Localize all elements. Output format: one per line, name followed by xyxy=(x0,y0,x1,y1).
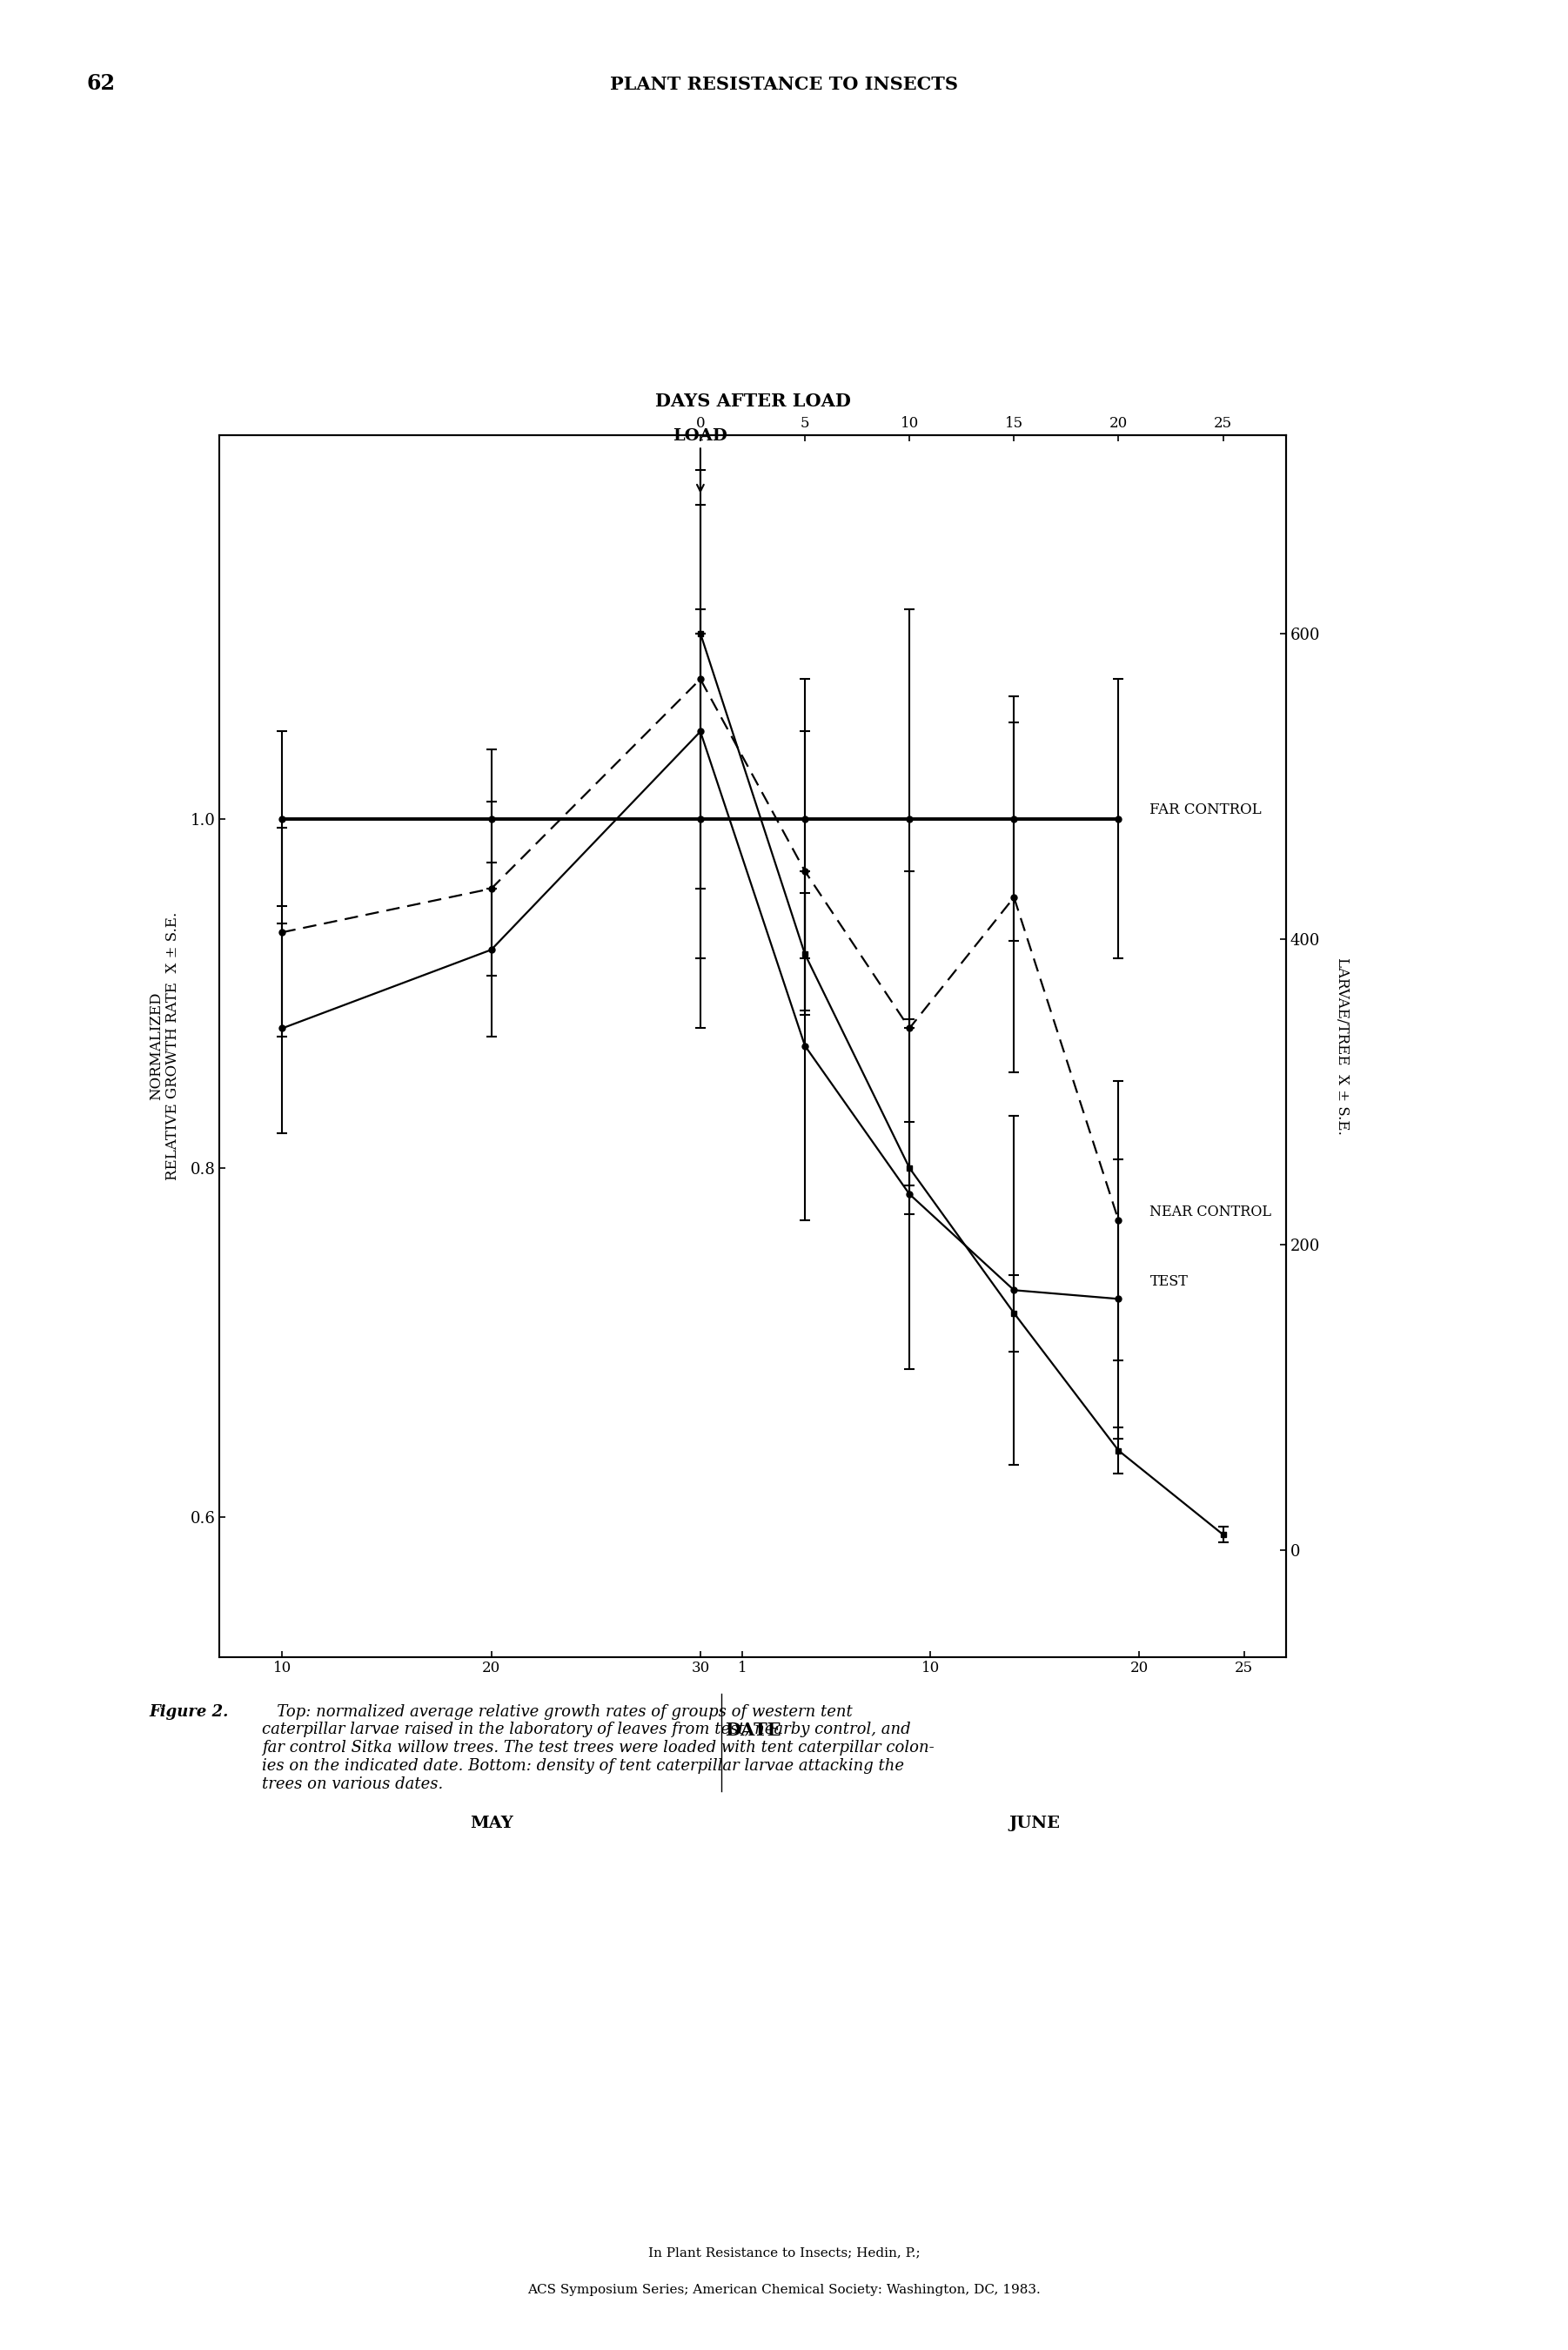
Y-axis label: NORMALIZED
RELATIVE GROWTH RATE  X ± S.E.: NORMALIZED RELATIVE GROWTH RATE X ± S.E. xyxy=(149,912,180,1180)
Text: FAR CONTROL: FAR CONTROL xyxy=(1149,804,1262,818)
Text: Figure 2.: Figure 2. xyxy=(149,1704,229,1720)
X-axis label: DAYS AFTER LOAD: DAYS AFTER LOAD xyxy=(655,392,850,409)
Text: NEAR CONTROL: NEAR CONTROL xyxy=(1149,1203,1272,1220)
Text: MAY: MAY xyxy=(470,1817,513,1831)
Text: ACS Symposium Series; American Chemical Society: Washington, DC, 1983.: ACS Symposium Series; American Chemical … xyxy=(527,2284,1041,2296)
Text: TEST: TEST xyxy=(1149,1274,1189,1288)
Text: PLANT RESISTANCE TO INSECTS: PLANT RESISTANCE TO INSECTS xyxy=(610,75,958,92)
Text: Top: normalized average relative growth rates of groups of western tent
caterpil: Top: normalized average relative growth … xyxy=(262,1704,935,1791)
X-axis label: DATE: DATE xyxy=(724,1723,781,1739)
Y-axis label: LARVAE/TREE  X ± S.E.: LARVAE/TREE X ± S.E. xyxy=(1334,956,1350,1135)
Text: 62: 62 xyxy=(86,73,114,94)
Text: In Plant Resistance to Insects; Hedin, P.;: In Plant Resistance to Insects; Hedin, P… xyxy=(648,2247,920,2258)
Text: LOAD: LOAD xyxy=(673,428,728,491)
Text: JUNE: JUNE xyxy=(1010,1817,1060,1831)
